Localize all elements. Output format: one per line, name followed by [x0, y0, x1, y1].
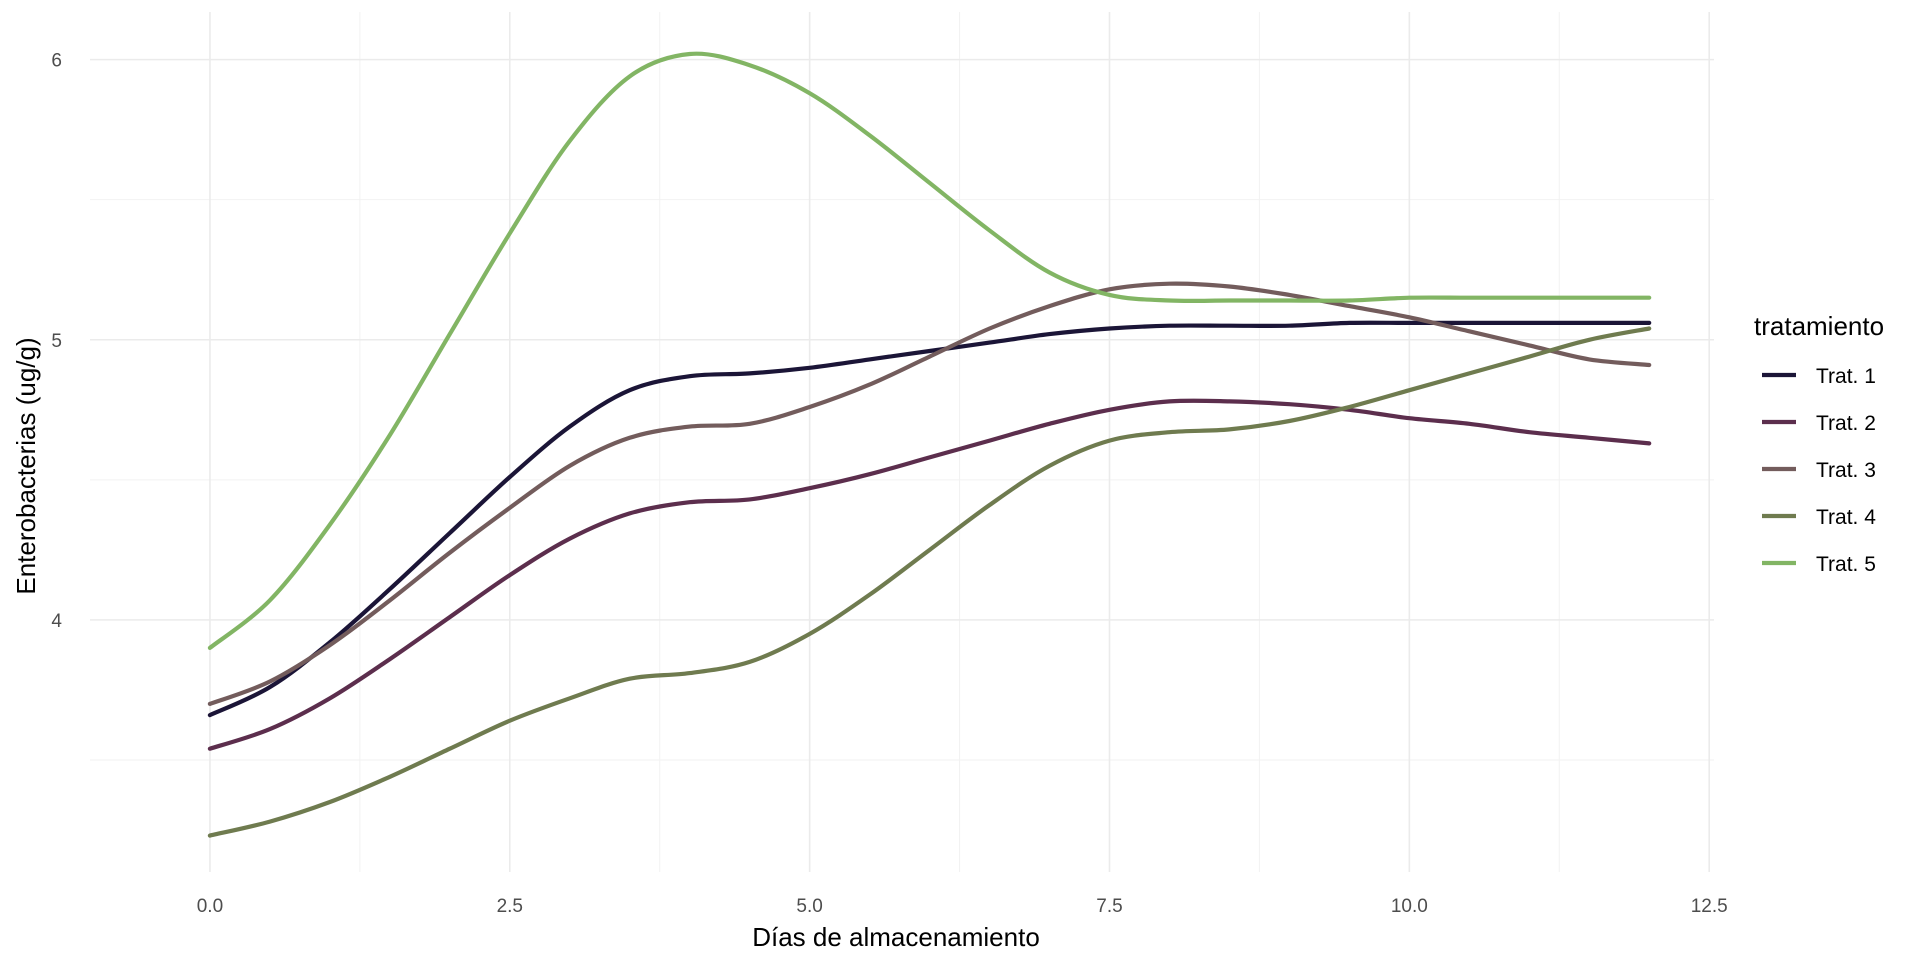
major-grid [90, 12, 1714, 872]
y-tick-label: 4 [51, 611, 62, 632]
y-axis-title: Enterobacterias (ug/g) [11, 337, 41, 594]
series-line-trat-2 [207, 398, 1652, 751]
y-tick-label: 5 [51, 331, 62, 352]
legend-label: Trat. 1 [1816, 365, 1876, 388]
series-line-trat-4 [207, 326, 1652, 838]
legend-title: tratamiento [1754, 311, 1884, 341]
series-line-trat-1 [207, 320, 1652, 718]
x-tick-label: 2.5 [497, 896, 523, 917]
x-tick-label: 10.0 [1391, 896, 1428, 917]
x-tick-label: 5.0 [796, 896, 822, 917]
series-line-trat-3 [207, 281, 1652, 706]
legend-item-trat-5: Trat. 5 [1762, 553, 1876, 576]
series-lines [207, 51, 1652, 838]
legend-label: Trat. 3 [1816, 459, 1876, 482]
y-tick-label: 6 [51, 51, 62, 72]
x-tick-label: 7.5 [1096, 896, 1122, 917]
legend-item-trat-1: Trat. 1 [1762, 365, 1876, 388]
x-axis-tick-labels: 0.0 2.5 5.0 7.5 10.0 12.5 [197, 896, 1728, 917]
y-axis-tick-labels: 4 5 6 [51, 51, 62, 632]
x-tick-label: 0.0 [197, 896, 223, 917]
legend-item-trat-2: Trat. 2 [1762, 412, 1876, 435]
series-line-trat-5 [207, 51, 1652, 650]
x-axis-title: Días de almacenamiento [752, 922, 1040, 952]
x-tick-label: 12.5 [1691, 896, 1728, 917]
legend-items: Trat. 1 Trat. 2 Trat. 3 Trat. 4 Trat. 5 [1762, 365, 1876, 576]
legend-item-trat-4: Trat. 4 [1762, 506, 1876, 529]
legend-item-trat-3: Trat. 3 [1762, 459, 1876, 482]
legend-label: Trat. 4 [1816, 506, 1876, 529]
legend-label: Trat. 5 [1816, 553, 1876, 576]
legend: tratamiento Trat. 1 Trat. 2 Trat. 3 Trat. 4… [1754, 311, 1884, 576]
minor-grid [90, 12, 1714, 872]
legend-label: Trat. 2 [1816, 412, 1876, 435]
